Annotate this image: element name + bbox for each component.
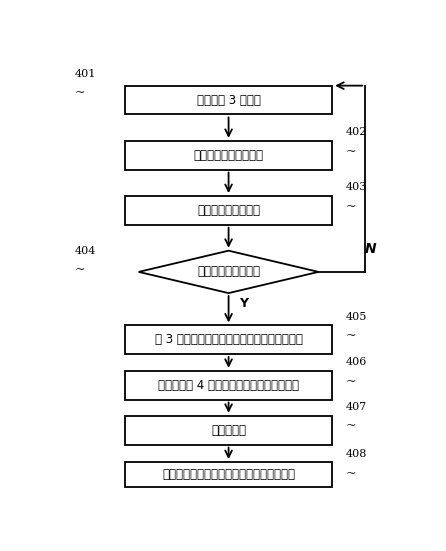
Text: ~: ~	[346, 419, 357, 433]
Text: ~: ~	[346, 145, 357, 158]
Polygon shape	[139, 251, 318, 293]
Text: 405: 405	[346, 311, 368, 322]
Text: ~: ~	[346, 467, 357, 480]
Text: 计算频率对应的数字: 计算频率对应的数字	[197, 204, 260, 217]
Text: N: N	[365, 241, 377, 256]
FancyBboxPatch shape	[125, 196, 332, 225]
Text: ~: ~	[346, 200, 357, 213]
Text: Y: Y	[239, 297, 248, 310]
Text: 计算中间帧包含的频率: 计算中间帧包含的频率	[194, 149, 264, 161]
Text: 保存连续 3 帧音频: 保存连续 3 帧音频	[197, 94, 260, 106]
Text: 404: 404	[75, 246, 96, 256]
Text: 将 3 帧音频分子帧，计算每个子帧对应的数字: 将 3 帧音频分子帧，计算每个子帧对应的数字	[155, 333, 302, 346]
Text: 解码数据头: 解码数据头	[211, 424, 246, 436]
Text: 406: 406	[346, 358, 368, 368]
Text: 若至少连续 4 个子帧对应的数字等于数据头: 若至少连续 4 个子帧对应的数字等于数据头	[158, 379, 299, 392]
FancyBboxPatch shape	[125, 371, 332, 399]
Text: 数字是否为数据头？: 数字是否为数据头？	[197, 266, 260, 278]
Text: 401: 401	[75, 69, 96, 79]
Text: ~: ~	[75, 263, 85, 277]
Text: ~: ~	[346, 329, 357, 342]
Text: 403: 403	[346, 182, 368, 192]
Text: 407: 407	[346, 402, 368, 412]
FancyBboxPatch shape	[125, 415, 332, 445]
FancyBboxPatch shape	[125, 141, 332, 170]
Text: ~: ~	[346, 375, 357, 388]
Text: 拷贝剩余数据用于解码数据头，已同步对齐: 拷贝剩余数据用于解码数据头，已同步对齐	[162, 468, 295, 481]
FancyBboxPatch shape	[125, 325, 332, 354]
Text: ~: ~	[75, 87, 85, 100]
FancyBboxPatch shape	[125, 85, 332, 115]
FancyBboxPatch shape	[125, 462, 332, 487]
Text: 402: 402	[346, 127, 368, 137]
Text: 408: 408	[346, 450, 368, 460]
